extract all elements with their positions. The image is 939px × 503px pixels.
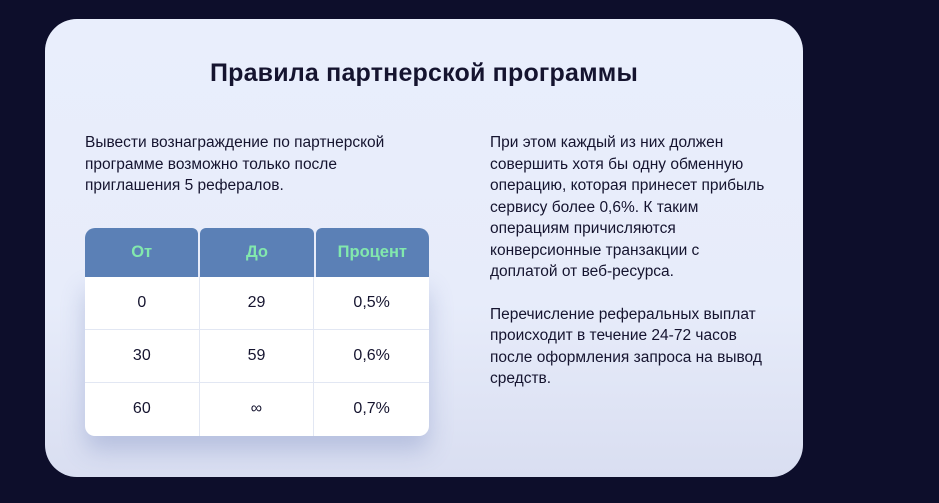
table-cell: 29 — [199, 276, 315, 330]
content-columns: Вывести вознаграждение по партнерской пр… — [45, 132, 803, 436]
table-header-from: От — [85, 227, 199, 277]
table-header-to: До — [200, 227, 314, 277]
table-cell: 0 — [85, 276, 200, 330]
intro-paragraph: Вывести вознаграждение по партнерской пр… — [85, 134, 385, 194]
partner-program-rules-card: Правила партнерской программы Вывести во… — [45, 19, 803, 477]
referral-tiers-table: От До Процент 0 29 0,5% 30 59 0,6% 60 ∞ … — [85, 227, 429, 436]
table-cell: 0,7% — [353, 400, 390, 417]
table-cell: ∞ — [200, 382, 315, 436]
payout-timing-paragraph: Перечисление реферальных выплат происход… — [490, 305, 762, 388]
right-column: При этом каждый из них должен совершить … — [490, 132, 770, 436]
table-cell: 30 — [85, 329, 200, 383]
table-header-percent: Процент — [315, 227, 429, 277]
section-title: Правила партнерской программы — [209, 59, 639, 87]
table-cell: 0,5% — [314, 277, 429, 330]
table-cell: 59 — [199, 329, 315, 383]
table-cell: 60 — [85, 382, 200, 436]
table-body: 0 29 0,5% 30 59 0,6% 60 ∞ 0,7% — [85, 276, 429, 436]
table-cell: 0,6% — [314, 330, 429, 383]
left-column: Вывести вознаграждение по партнерской пр… — [85, 132, 429, 436]
conditions-paragraph: При этом каждый из них должен совершить … — [490, 134, 765, 280]
table-header-row: От До Процент — [85, 227, 429, 277]
